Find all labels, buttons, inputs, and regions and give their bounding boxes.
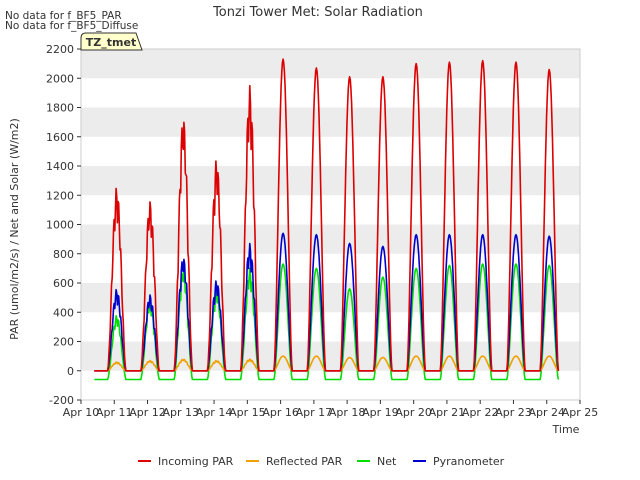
badge-label: TZ_tmet	[86, 36, 136, 49]
x-tick-label: Apr 22	[462, 406, 499, 419]
x-tick-label: Apr 10	[63, 406, 100, 419]
y-tick-label: 1800	[46, 102, 74, 115]
x-tick-label: Apr 17	[296, 406, 333, 419]
y-tick-label: 1600	[46, 131, 74, 144]
plot-background-bands	[81, 49, 580, 400]
grid-band	[81, 283, 580, 313]
x-tick-label: Apr 13	[163, 406, 200, 419]
y-tick-label: 2000	[46, 72, 74, 85]
y-tick-label: 2200	[46, 43, 74, 56]
grid-band	[81, 49, 580, 79]
legend-label: Reflected PAR	[266, 455, 343, 468]
y-tick-label: -200	[49, 394, 74, 407]
y-tick-label: 1200	[46, 189, 74, 202]
grid-band	[81, 195, 580, 225]
y-axis-ticks: -200 0 200 400 600 800 1000 1200 1400 1600 1800 200…	[46, 43, 81, 407]
x-tick-label: Apr 24	[528, 406, 565, 419]
legend-label: Pyranometer	[433, 455, 505, 468]
y-tick-label: 0	[67, 365, 74, 378]
legend-label: Net	[377, 455, 397, 468]
tz-tmet-badge: TZ_tmet	[80, 32, 143, 51]
grid-band	[81, 166, 580, 196]
series-layer	[94, 58, 560, 381]
legend-item-net: Net	[357, 455, 397, 468]
x-tick-label: Apr 11	[96, 406, 133, 419]
grid-band	[81, 78, 580, 108]
x-tick-label: Apr 21	[429, 406, 466, 419]
series-line-incoming-par	[94, 58, 560, 372]
chart-legend: Incoming PAR Reflected PAR Net Pyranometer	[138, 455, 505, 468]
x-tick-label: Apr 19	[362, 406, 399, 419]
chart-title: Tonzi Tower Met: Solar Radiation	[212, 5, 423, 20]
grid-band	[81, 107, 580, 137]
y-tick-label: 600	[53, 277, 74, 290]
no-data-note-diffuse: No data for f_BF5_Diffuse	[5, 20, 138, 32]
y-tick-label: 800	[53, 248, 74, 261]
y-tick-label: 1400	[46, 160, 74, 173]
x-axis-label: Time	[552, 423, 580, 436]
x-tick-label: Apr 14	[196, 406, 233, 419]
legend-label: Incoming PAR	[158, 455, 234, 468]
x-tick-label: Apr 15	[229, 406, 266, 419]
grid-band	[81, 253, 580, 283]
legend-item-reflected-par: Reflected PAR	[246, 455, 343, 468]
grid-band	[81, 224, 580, 254]
no-data-note-par: No data for f_BF5_PAR	[5, 10, 122, 22]
y-tick-label: 200	[53, 336, 74, 349]
x-tick-label: Apr 18	[329, 406, 366, 419]
badge-shape	[80, 32, 143, 51]
x-tick-label: Apr 20	[395, 406, 432, 419]
x-tick-label: Apr 12	[129, 406, 166, 419]
grid-band	[81, 312, 580, 342]
x-tick-label: Apr 25	[562, 406, 599, 419]
x-tick-label: Apr 16	[262, 406, 299, 419]
grid-band	[81, 370, 580, 400]
legend-item-incoming-par: Incoming PAR	[138, 455, 234, 468]
y-axis-label: PAR (umol/m2/s) / Net and Solar (W/m2)	[8, 118, 21, 340]
grid-band	[81, 136, 580, 166]
y-tick-label: 400	[53, 306, 74, 319]
grid-band	[81, 341, 580, 371]
legend-item-pyranometer: Pyranometer	[413, 455, 505, 468]
x-tick-label: Apr 23	[495, 406, 532, 419]
y-tick-label: 1000	[46, 219, 74, 232]
